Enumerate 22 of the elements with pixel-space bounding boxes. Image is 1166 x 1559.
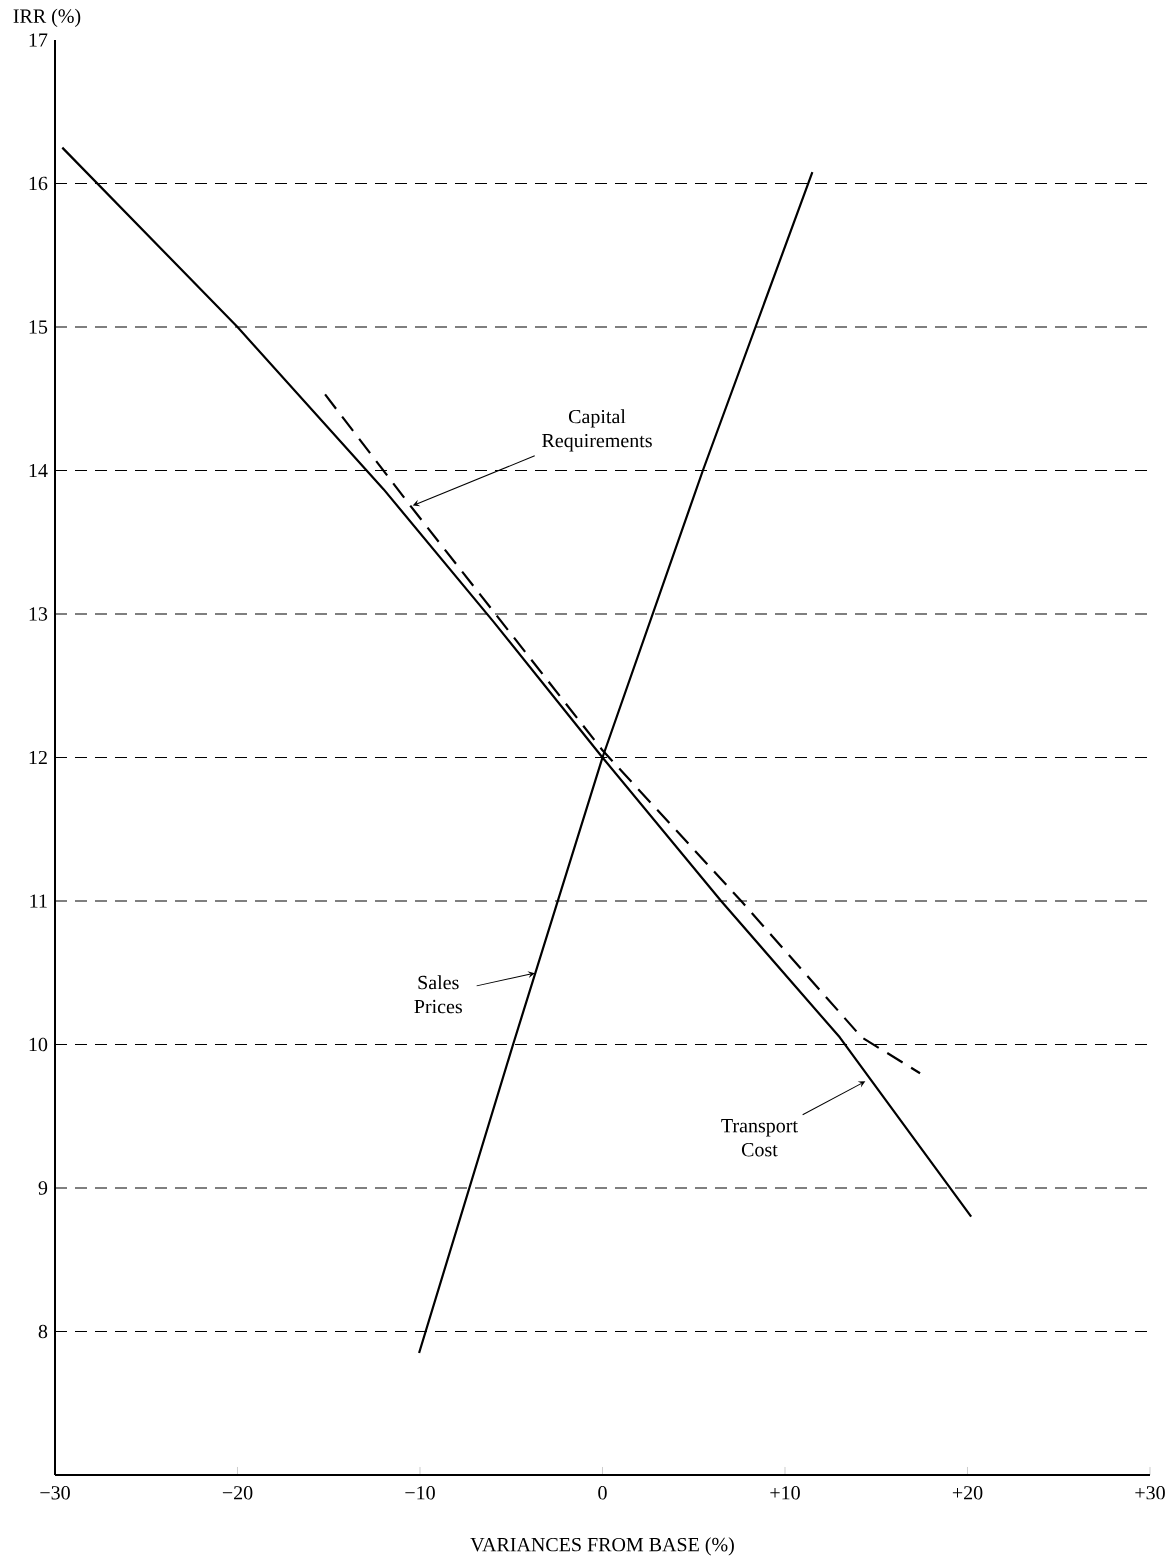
x-tick-label: +30	[1135, 1486, 1165, 1500]
x-tick-label: 0	[598, 1486, 607, 1500]
y-tick-label: 12	[29, 750, 47, 765]
annotation: Transport Cost	[721, 1119, 798, 1157]
y-axis-title: IRR (%)	[13, 8, 81, 27]
x-tick-label: −10	[405, 1486, 435, 1500]
y-tick-label: 16	[29, 176, 48, 191]
y-tick-label: 11	[30, 894, 47, 908]
y-tick-label: 9	[38, 1181, 48, 1195]
x-tick-label: +20	[952, 1486, 983, 1500]
annotation: Sales Prices	[414, 975, 462, 1014]
y-tick-label: 13	[29, 607, 48, 621]
x-tick-label: +10	[770, 1486, 800, 1500]
y-tick-label: 15	[29, 320, 48, 334]
y-tick-label: 14	[29, 463, 48, 478]
x-axis-title: VARIANCES FROM BASE (%)	[470, 1537, 734, 1556]
y-tick-label: 10	[29, 1037, 48, 1052]
y-tick-label: 8	[38, 1324, 48, 1339]
x-tick-label: −20	[222, 1486, 253, 1500]
x-tick-label: −30	[40, 1486, 70, 1500]
y-tick-label: 17	[29, 33, 48, 47]
annotation: Capital Requirements	[542, 409, 652, 452]
